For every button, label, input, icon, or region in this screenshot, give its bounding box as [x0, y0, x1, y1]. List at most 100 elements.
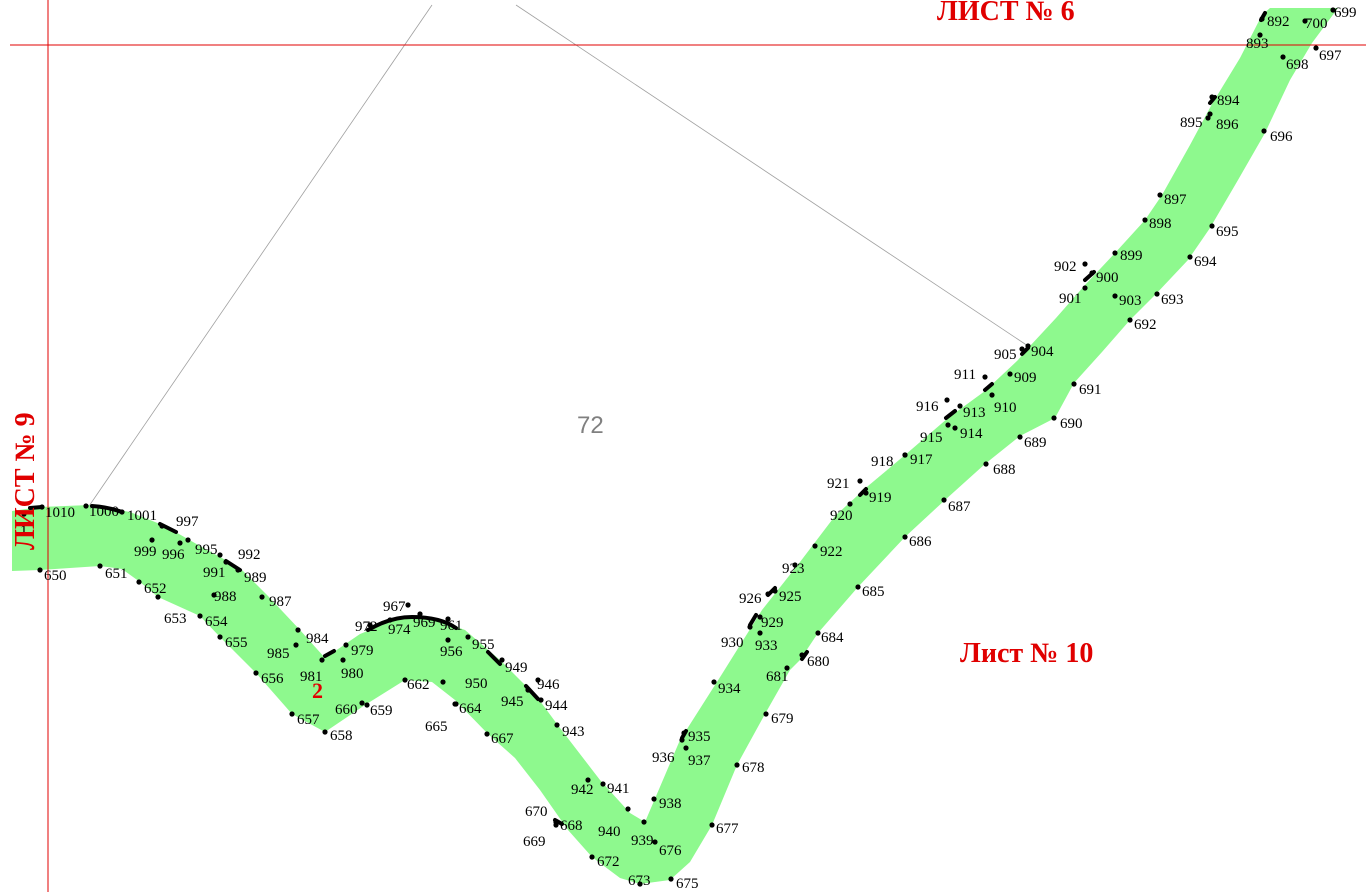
- point-label: 911: [954, 367, 976, 383]
- point-label: 930: [721, 635, 744, 651]
- survey-point: [1019, 346, 1025, 352]
- point-label: 681: [766, 669, 789, 685]
- survey-point: [1205, 115, 1211, 121]
- survey-point: [983, 461, 989, 467]
- point-label: 980: [341, 666, 364, 682]
- point-label: 922: [820, 544, 843, 560]
- point-label: 687: [948, 499, 971, 515]
- survey-point: [734, 762, 740, 768]
- point-label: 665: [425, 719, 448, 735]
- point-label: 917: [910, 452, 933, 468]
- survey-point: [185, 537, 191, 543]
- point-label: 897: [1164, 192, 1187, 208]
- point-label: 673: [628, 873, 651, 889]
- point-label: 656: [261, 671, 284, 687]
- point-label: 985: [267, 646, 290, 662]
- point-label: 942: [571, 782, 594, 798]
- survey-point: [159, 523, 165, 529]
- survey-point: [155, 594, 161, 600]
- survey-point: [217, 552, 223, 558]
- point-label: 949: [505, 660, 528, 676]
- point-label: 969: [413, 615, 436, 631]
- point-label: 675: [676, 876, 699, 892]
- point-label: 934: [718, 681, 741, 697]
- survey-point: [554, 722, 560, 728]
- survey-point: [83, 503, 89, 509]
- point-label: 937: [688, 753, 711, 769]
- point-label: 899: [1120, 248, 1143, 264]
- point-label: 668: [560, 818, 583, 834]
- survey-point: [340, 657, 346, 663]
- point-label: 974: [388, 622, 411, 638]
- point-label: 678: [742, 760, 765, 776]
- survey-point: [136, 579, 142, 585]
- point-label: 903: [1119, 293, 1142, 309]
- survey-point: [1089, 270, 1095, 276]
- survey-point: [589, 854, 595, 860]
- survey-point: [1154, 291, 1160, 297]
- sheet-label-top: ЛИСТ № 6: [937, 0, 1075, 27]
- survey-point: [784, 665, 790, 671]
- road-strip: [12, 8, 1338, 884]
- survey-point: [902, 452, 908, 458]
- survey-point: [681, 730, 687, 736]
- survey-point: [364, 702, 370, 708]
- survey-point: [235, 567, 241, 573]
- point-label: 988: [214, 589, 237, 605]
- point-label: 655: [225, 635, 248, 651]
- point-label: 698: [1286, 57, 1309, 73]
- survey-point: [289, 711, 295, 717]
- point-label: 657: [297, 712, 320, 728]
- point-label: 670: [525, 804, 548, 820]
- point-label: 945: [501, 694, 524, 710]
- point-label: 967: [383, 599, 406, 615]
- survey-point: [295, 627, 301, 633]
- point-label: 910: [994, 400, 1017, 416]
- survey-point: [119, 509, 125, 515]
- survey-point: [815, 630, 821, 636]
- point-label: 956: [440, 644, 463, 660]
- survey-point: [709, 822, 715, 828]
- survey-point: [668, 876, 674, 882]
- point-label: 941: [607, 781, 630, 797]
- point-label: 700: [1305, 16, 1328, 32]
- point-label: 923: [782, 561, 805, 577]
- survey-point: [957, 403, 963, 409]
- survey-point: [387, 617, 393, 623]
- survey-point: [1082, 285, 1088, 291]
- point-label: 919: [869, 490, 892, 506]
- point-label: 684: [821, 630, 844, 646]
- survey-point: [367, 622, 373, 628]
- point-label: 659: [370, 703, 393, 719]
- survey-point: [484, 731, 490, 737]
- point-label: 944: [545, 698, 568, 714]
- survey-point: [1259, 16, 1265, 22]
- point-label: 999: [134, 544, 157, 560]
- survey-point: [989, 392, 995, 398]
- survey-point: [1051, 415, 1057, 421]
- survey-point: [453, 701, 459, 707]
- point-label: 894: [1217, 93, 1240, 109]
- point-label: 936: [652, 750, 675, 766]
- survey-point: [465, 634, 471, 640]
- point-label: 651: [105, 566, 128, 582]
- point-label: 695: [1216, 224, 1239, 240]
- point-label: 679: [771, 711, 794, 727]
- point-label: 652: [144, 581, 167, 597]
- survey-point: [1127, 317, 1133, 323]
- point-label: 997: [176, 514, 199, 530]
- point-label: 989: [244, 570, 267, 586]
- survey-point: [757, 630, 763, 636]
- point-label: 677: [716, 821, 739, 837]
- survey-point: [863, 490, 869, 496]
- point-label: 690: [1060, 416, 1083, 432]
- point-label: 943: [562, 724, 585, 740]
- survey-point: [217, 634, 223, 640]
- sheet-label-left: ЛИСТ № 9: [10, 412, 41, 550]
- point-label: 984: [306, 631, 329, 647]
- survey-point: [1112, 293, 1118, 299]
- point-label: 693: [1161, 292, 1184, 308]
- point-label: 987: [269, 594, 292, 610]
- survey-point: [1330, 7, 1336, 13]
- survey-point: [945, 422, 951, 428]
